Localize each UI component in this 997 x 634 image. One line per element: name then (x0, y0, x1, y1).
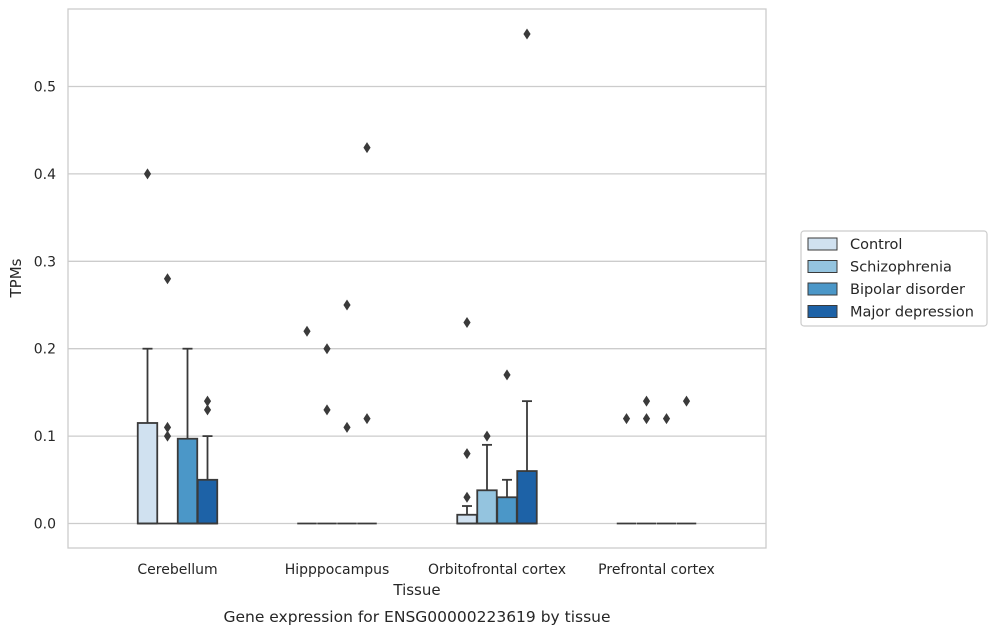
x-tick-label: Hipppocampus (285, 562, 390, 578)
legend-frame (800, 230, 988, 327)
y-tick-label: 0.3 (34, 254, 56, 270)
box-2-2 (496, 369, 518, 525)
gridlines (68, 85, 766, 525)
outlier-point (523, 28, 531, 40)
box (496, 496, 518, 525)
outlier-point (642, 395, 651, 407)
outlier-point (303, 325, 311, 337)
box-1-0 (157, 273, 178, 525)
box (516, 470, 538, 525)
box-3-0 (196, 395, 219, 525)
box-1-3 (636, 395, 657, 525)
box-1-2 (476, 430, 498, 525)
box-1-1 (317, 343, 337, 525)
outlier-point (343, 299, 351, 311)
y-tick-label: 0.5 (34, 80, 56, 96)
x-tick-label: Cerebellum (137, 562, 217, 578)
y-tick-label: 0.1 (34, 429, 56, 445)
plot-frame (67, 8, 767, 549)
outlier-point (463, 448, 471, 460)
outlier-point (463, 316, 471, 328)
y-tick-labels: 0.0 0.1 0.2 0.3 0.4 0.5 (34, 80, 56, 533)
outlier-point (363, 142, 371, 154)
outlier-point (203, 395, 212, 407)
outlier-point (143, 168, 152, 180)
box-3-1 (357, 142, 377, 525)
box-2-1 (337, 299, 357, 525)
outlier-point (203, 404, 212, 416)
y-axis-label: TPMs (7, 258, 25, 298)
box-0-3 (616, 413, 637, 525)
box-3-2 (516, 28, 538, 525)
box (176, 437, 199, 525)
x-tick-label: Orbitofrontal cortex (428, 562, 566, 578)
legend-label: Major depression (850, 305, 974, 321)
legend-label: Bipolar disorder (850, 282, 965, 298)
y-tick-label: 0.0 (34, 517, 56, 533)
figure-caption: Gene expression for ENSG00000223619 by t… (223, 608, 610, 626)
box-3-3 (676, 395, 697, 525)
legend-swatch (807, 305, 838, 318)
legend-label: Schizophrenia (850, 260, 952, 276)
outlier-point (622, 413, 631, 425)
outlier-point (163, 273, 172, 285)
outlier-point (463, 491, 471, 503)
legend-swatch (807, 237, 838, 251)
outlier-point (682, 395, 691, 407)
legend-swatch (807, 282, 838, 296)
y-tick-label: 0.4 (34, 167, 56, 183)
box-0-1 (297, 325, 317, 525)
outlier-point (163, 421, 172, 433)
legend: Control Schizophrenia Bipolar disorder Majo… (800, 230, 988, 327)
box (476, 489, 498, 525)
box-0-0 (136, 168, 159, 525)
y-tick-label: 0.2 (34, 342, 56, 358)
box-2-3 (656, 413, 677, 525)
outlier-point (483, 430, 491, 442)
x-tick-labels: Cerebellum Hipppocampus Orbitofrontal cort… (137, 562, 714, 578)
box (136, 422, 159, 525)
outlier-point (323, 343, 331, 355)
x-tick-label: Prefrontal cortex (598, 562, 715, 578)
outlier-point (363, 413, 371, 425)
outlier-point (503, 369, 511, 381)
box-2-0 (176, 347, 199, 525)
outlier-point (343, 421, 351, 433)
boxes (136, 28, 697, 525)
outlier-point (662, 413, 671, 425)
outlier-point (323, 404, 331, 416)
outlier-point (642, 413, 651, 425)
box (196, 478, 219, 525)
box-0-2 (456, 316, 478, 525)
legend-swatch (807, 260, 838, 273)
box (456, 513, 478, 525)
x-axis-label: Tissue (392, 581, 440, 599)
outlier-point (163, 430, 172, 442)
legend-label: Control (850, 237, 902, 253)
